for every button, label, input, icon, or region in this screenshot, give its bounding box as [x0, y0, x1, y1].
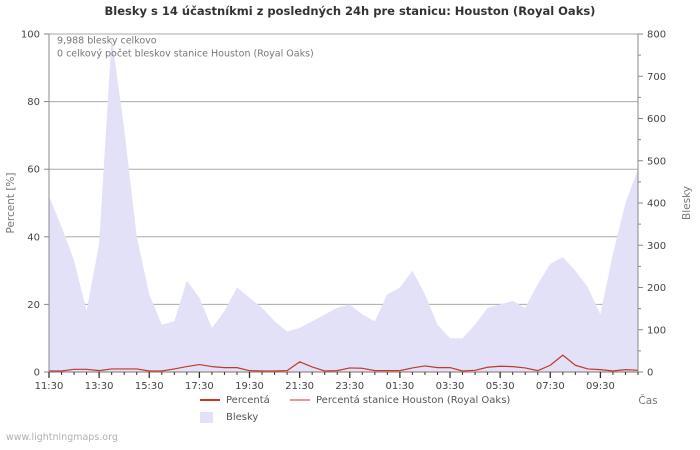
x-tick-label: 05:30	[486, 381, 515, 392]
x-tick-label: 09:30	[586, 381, 615, 392]
footer-watermark: www.lightningmaps.org	[6, 432, 118, 443]
legend: Percentá Percentá stanice Houston (Royal …	[200, 394, 510, 423]
annotation-total-strokes: 9,988 blesky celkovo	[57, 35, 157, 46]
y-tick-label-right: 300	[647, 241, 666, 252]
y-tick-label-right: 700	[647, 72, 666, 83]
y-tick-label-left: 0	[34, 368, 40, 379]
y-tick-label-right: 100	[647, 325, 666, 336]
y-tick-label-left: 100	[21, 30, 40, 41]
percenta-line-series	[49, 354, 639, 372]
x-tick-label: 19:30	[235, 381, 264, 392]
y-tick-label-left: 80	[27, 97, 40, 108]
line-percenta	[49, 354, 639, 372]
x-axis-label: Čas	[638, 394, 657, 407]
y-tick-label-right: 400	[647, 199, 666, 210]
legend-item[interactable]: Blesky	[200, 412, 258, 423]
y-tick-label-right: 600	[647, 114, 666, 125]
x-tick-label: 17:30	[185, 381, 214, 392]
x-tick-label: 01:30	[385, 381, 414, 392]
y-tick-label-left: 20	[27, 300, 40, 311]
legend-label: Blesky	[226, 412, 258, 423]
blesky-area-series	[49, 37, 638, 372]
legend-item[interactable]: Percentá	[200, 394, 270, 406]
y-axis-right-label: Blesky	[681, 186, 693, 220]
legend-swatch-area	[200, 412, 213, 423]
x-tick-label: 11:30	[35, 381, 64, 392]
annotation-station-strokes: 0 celkový počet bleskov stanice Houston …	[57, 48, 314, 59]
x-tick-label: 03:30	[436, 381, 465, 392]
legend-label: Percentá stanice Houston (Royal Oaks)	[316, 394, 510, 406]
x-tick-label: 23:30	[335, 381, 364, 392]
x-axis: 11:30 13:30 15:30 17:30 19:30 21:30 23:30 01:30…	[35, 371, 639, 392]
x-tick-label: 07:30	[536, 381, 565, 392]
x-tick-label: 13:30	[85, 381, 114, 392]
y-tick-label-left: 40	[27, 232, 40, 243]
y-tick-label-left: 60	[27, 165, 40, 176]
y-tick-label-right: 0	[647, 368, 653, 379]
y-tick-label-right: 500	[647, 156, 666, 167]
y-axis-left-label: Percent [%]	[5, 172, 17, 233]
y-tick-label-right: 200	[647, 283, 666, 294]
legend-item[interactable]: Percentá stanice Houston (Royal Oaks)	[290, 394, 510, 406]
x-tick-label: 15:30	[135, 381, 164, 392]
y-tick-label-right: 800	[647, 30, 666, 41]
legend-label: Percentá	[226, 394, 270, 406]
y-axis-right: 0 100 200 300 400 500 600 700 800	[637, 30, 666, 379]
page-title: Blesky s 14 účastníkmi z posledných 24h …	[104, 4, 596, 18]
x-tick-label: 21:30	[285, 381, 314, 392]
y-axis-left: 0 20 40 60 80 100	[21, 30, 50, 379]
area-fill-blesky	[49, 37, 638, 372]
